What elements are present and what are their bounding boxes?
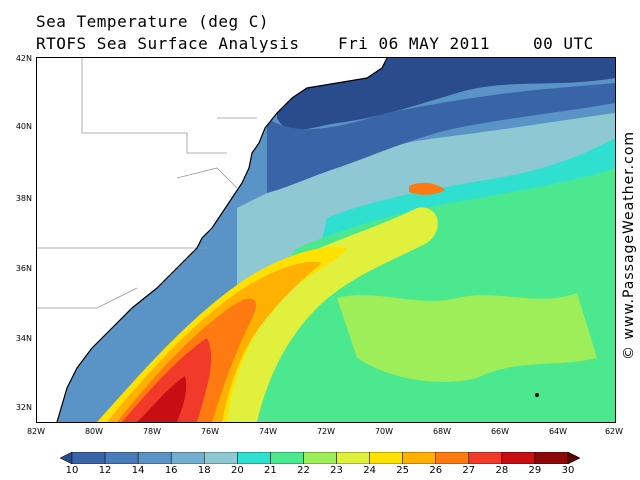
colorbar-label: 14	[131, 465, 145, 476]
colorbar-segment	[435, 452, 470, 464]
colorbar-segment	[270, 452, 304, 464]
map-svg	[37, 58, 615, 422]
colorbar-label: 10	[65, 465, 79, 476]
credit-watermark: © www.PassageWeather.com	[621, 130, 637, 360]
band-warm-eddy	[409, 182, 445, 195]
band-red	[122, 338, 212, 422]
lon-label: 66W	[490, 427, 510, 436]
colorbar-segment	[170, 452, 205, 464]
colorbar-segment	[60, 452, 73, 464]
colorbar-label: 22	[297, 465, 310, 476]
colorbar-label: 21	[264, 465, 277, 476]
colorbar-segment	[104, 452, 139, 464]
lon-label: 62W	[604, 427, 624, 436]
island-bermuda	[535, 393, 539, 397]
band-lime-patches	[337, 293, 597, 382]
chart-subtitle: RTOFS Sea Surface Analysis	[36, 34, 300, 53]
colorbar-segment	[71, 452, 106, 464]
colorbar-label: 24	[363, 465, 376, 476]
lon-label: 82W	[26, 427, 46, 436]
lon-label: 70W	[374, 427, 394, 436]
colorbar-segment	[534, 452, 569, 464]
colorbar-label: 23	[330, 465, 343, 476]
band-dark-red	[137, 376, 187, 422]
colorbar-segment	[137, 452, 172, 464]
coastline	[56, 58, 388, 422]
colorbar-segment	[369, 452, 403, 464]
lon-label: 68W	[432, 427, 452, 436]
colorbar-segment	[501, 452, 536, 464]
lon-label: 76W	[200, 427, 220, 436]
colorbar-label: 29	[528, 465, 542, 476]
land-us-east-coast	[37, 58, 387, 422]
colorbar-segment	[468, 452, 503, 464]
colorbar-label: 26	[429, 465, 443, 476]
lat-label: 38N	[15, 194, 32, 203]
colorbar-segment	[303, 452, 337, 464]
colorbar-segment	[204, 452, 238, 464]
colorbar-label: 28	[495, 465, 509, 476]
colorbar-label: 27	[462, 465, 476, 476]
colorbar-segment	[567, 452, 580, 464]
sea-temperature-map[interactable]	[36, 57, 616, 423]
colorbar-segment	[402, 452, 436, 464]
colorbar-label: 20	[230, 465, 244, 476]
lat-label: 32N	[15, 403, 32, 412]
colorbar-label: 12	[98, 465, 112, 476]
colorbar-label: 16	[164, 465, 178, 476]
lat-label: 36N	[15, 264, 32, 273]
analysis-time: 00 UTC	[533, 34, 594, 53]
state-borders	[37, 58, 257, 309]
chart-title: Sea Temperature (deg C)	[36, 12, 270, 31]
band-cold-north	[267, 83, 615, 193]
analysis-date: Fri 06 MAY 2011	[338, 34, 490, 53]
colorbar-segment	[336, 452, 370, 464]
lon-label: 64W	[548, 427, 568, 436]
colorbar	[60, 452, 580, 464]
lat-label: 42N	[15, 54, 32, 63]
lon-label: 80W	[84, 427, 104, 436]
lat-label: 34N	[15, 334, 32, 343]
lon-label: 72W	[316, 427, 336, 436]
colorbar-label: 30	[561, 465, 575, 476]
colorbar-segment	[237, 452, 271, 464]
colorbar-label: 25	[396, 465, 410, 476]
lon-label: 74W	[258, 427, 278, 436]
lat-label: 40N	[15, 122, 32, 131]
lon-label: 78W	[142, 427, 162, 436]
colorbar-label: 18	[197, 465, 211, 476]
